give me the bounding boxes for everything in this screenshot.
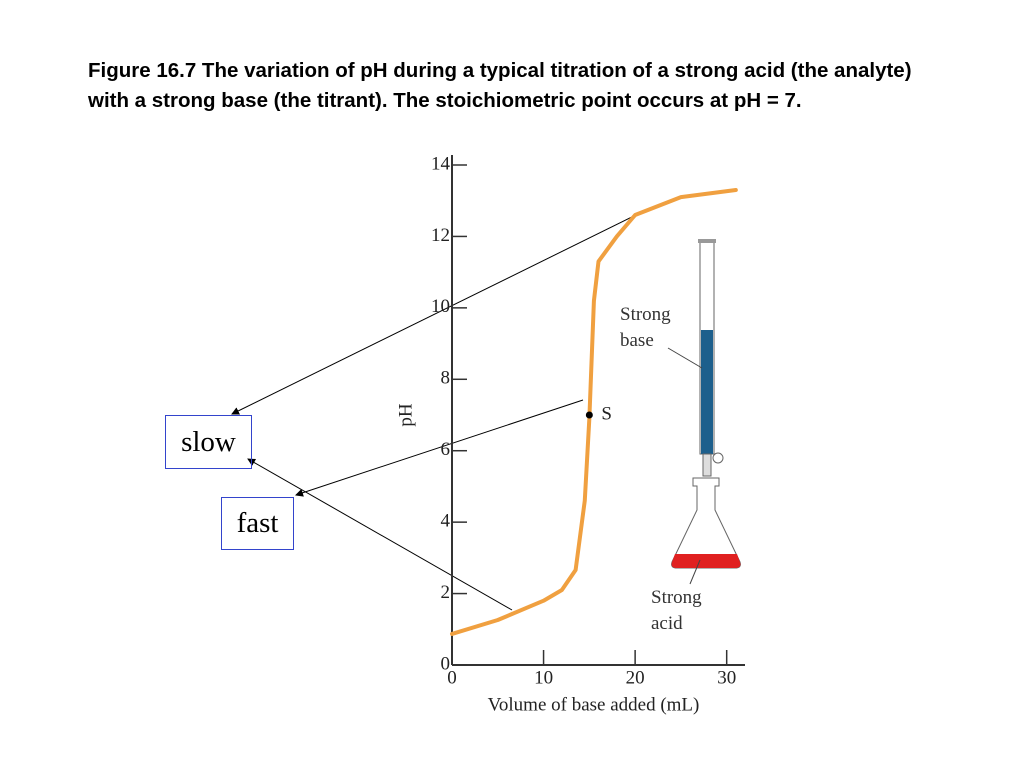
base-label: Strong base xyxy=(620,304,671,351)
y-tick-label: 8 xyxy=(441,368,451,389)
arrow xyxy=(231,212,641,415)
fast-box: fast xyxy=(221,497,294,550)
titration-curve xyxy=(450,188,738,636)
y-tick-label: 10 xyxy=(431,296,450,317)
pointer xyxy=(689,559,701,585)
stoichiometric-point xyxy=(585,411,593,419)
burette-liquid xyxy=(701,330,713,454)
caption: Figure 16.7 The variation of pH during a… xyxy=(88,59,912,112)
burette-top xyxy=(698,239,716,243)
y-tick-label: 2 xyxy=(441,582,451,603)
x-tick-label: 30 xyxy=(717,667,736,688)
x-tick-label: 0 xyxy=(447,667,457,688)
acid-label: Strong acid xyxy=(651,587,702,634)
stopcock-knob xyxy=(712,452,724,464)
y-tick-label: 6 xyxy=(441,439,451,460)
y-tick-label: 0 xyxy=(441,653,451,674)
pointer xyxy=(667,347,703,369)
slow-box: slow xyxy=(165,415,252,469)
flask-liquid xyxy=(671,554,741,568)
y-axis-label: pH xyxy=(395,403,416,427)
y-tick-label: 14 xyxy=(431,153,451,174)
x-tick-label: 10 xyxy=(534,667,553,688)
y-tick-label: 12 xyxy=(431,225,450,246)
arrow xyxy=(295,399,584,497)
arrow xyxy=(247,458,513,611)
x-tick-label: 20 xyxy=(626,667,645,688)
stopcock xyxy=(702,453,712,477)
point-label: S xyxy=(601,403,612,424)
y-tick-label: 4 xyxy=(441,511,451,532)
x-axis-label: Volume of base added (mL) xyxy=(488,694,700,715)
